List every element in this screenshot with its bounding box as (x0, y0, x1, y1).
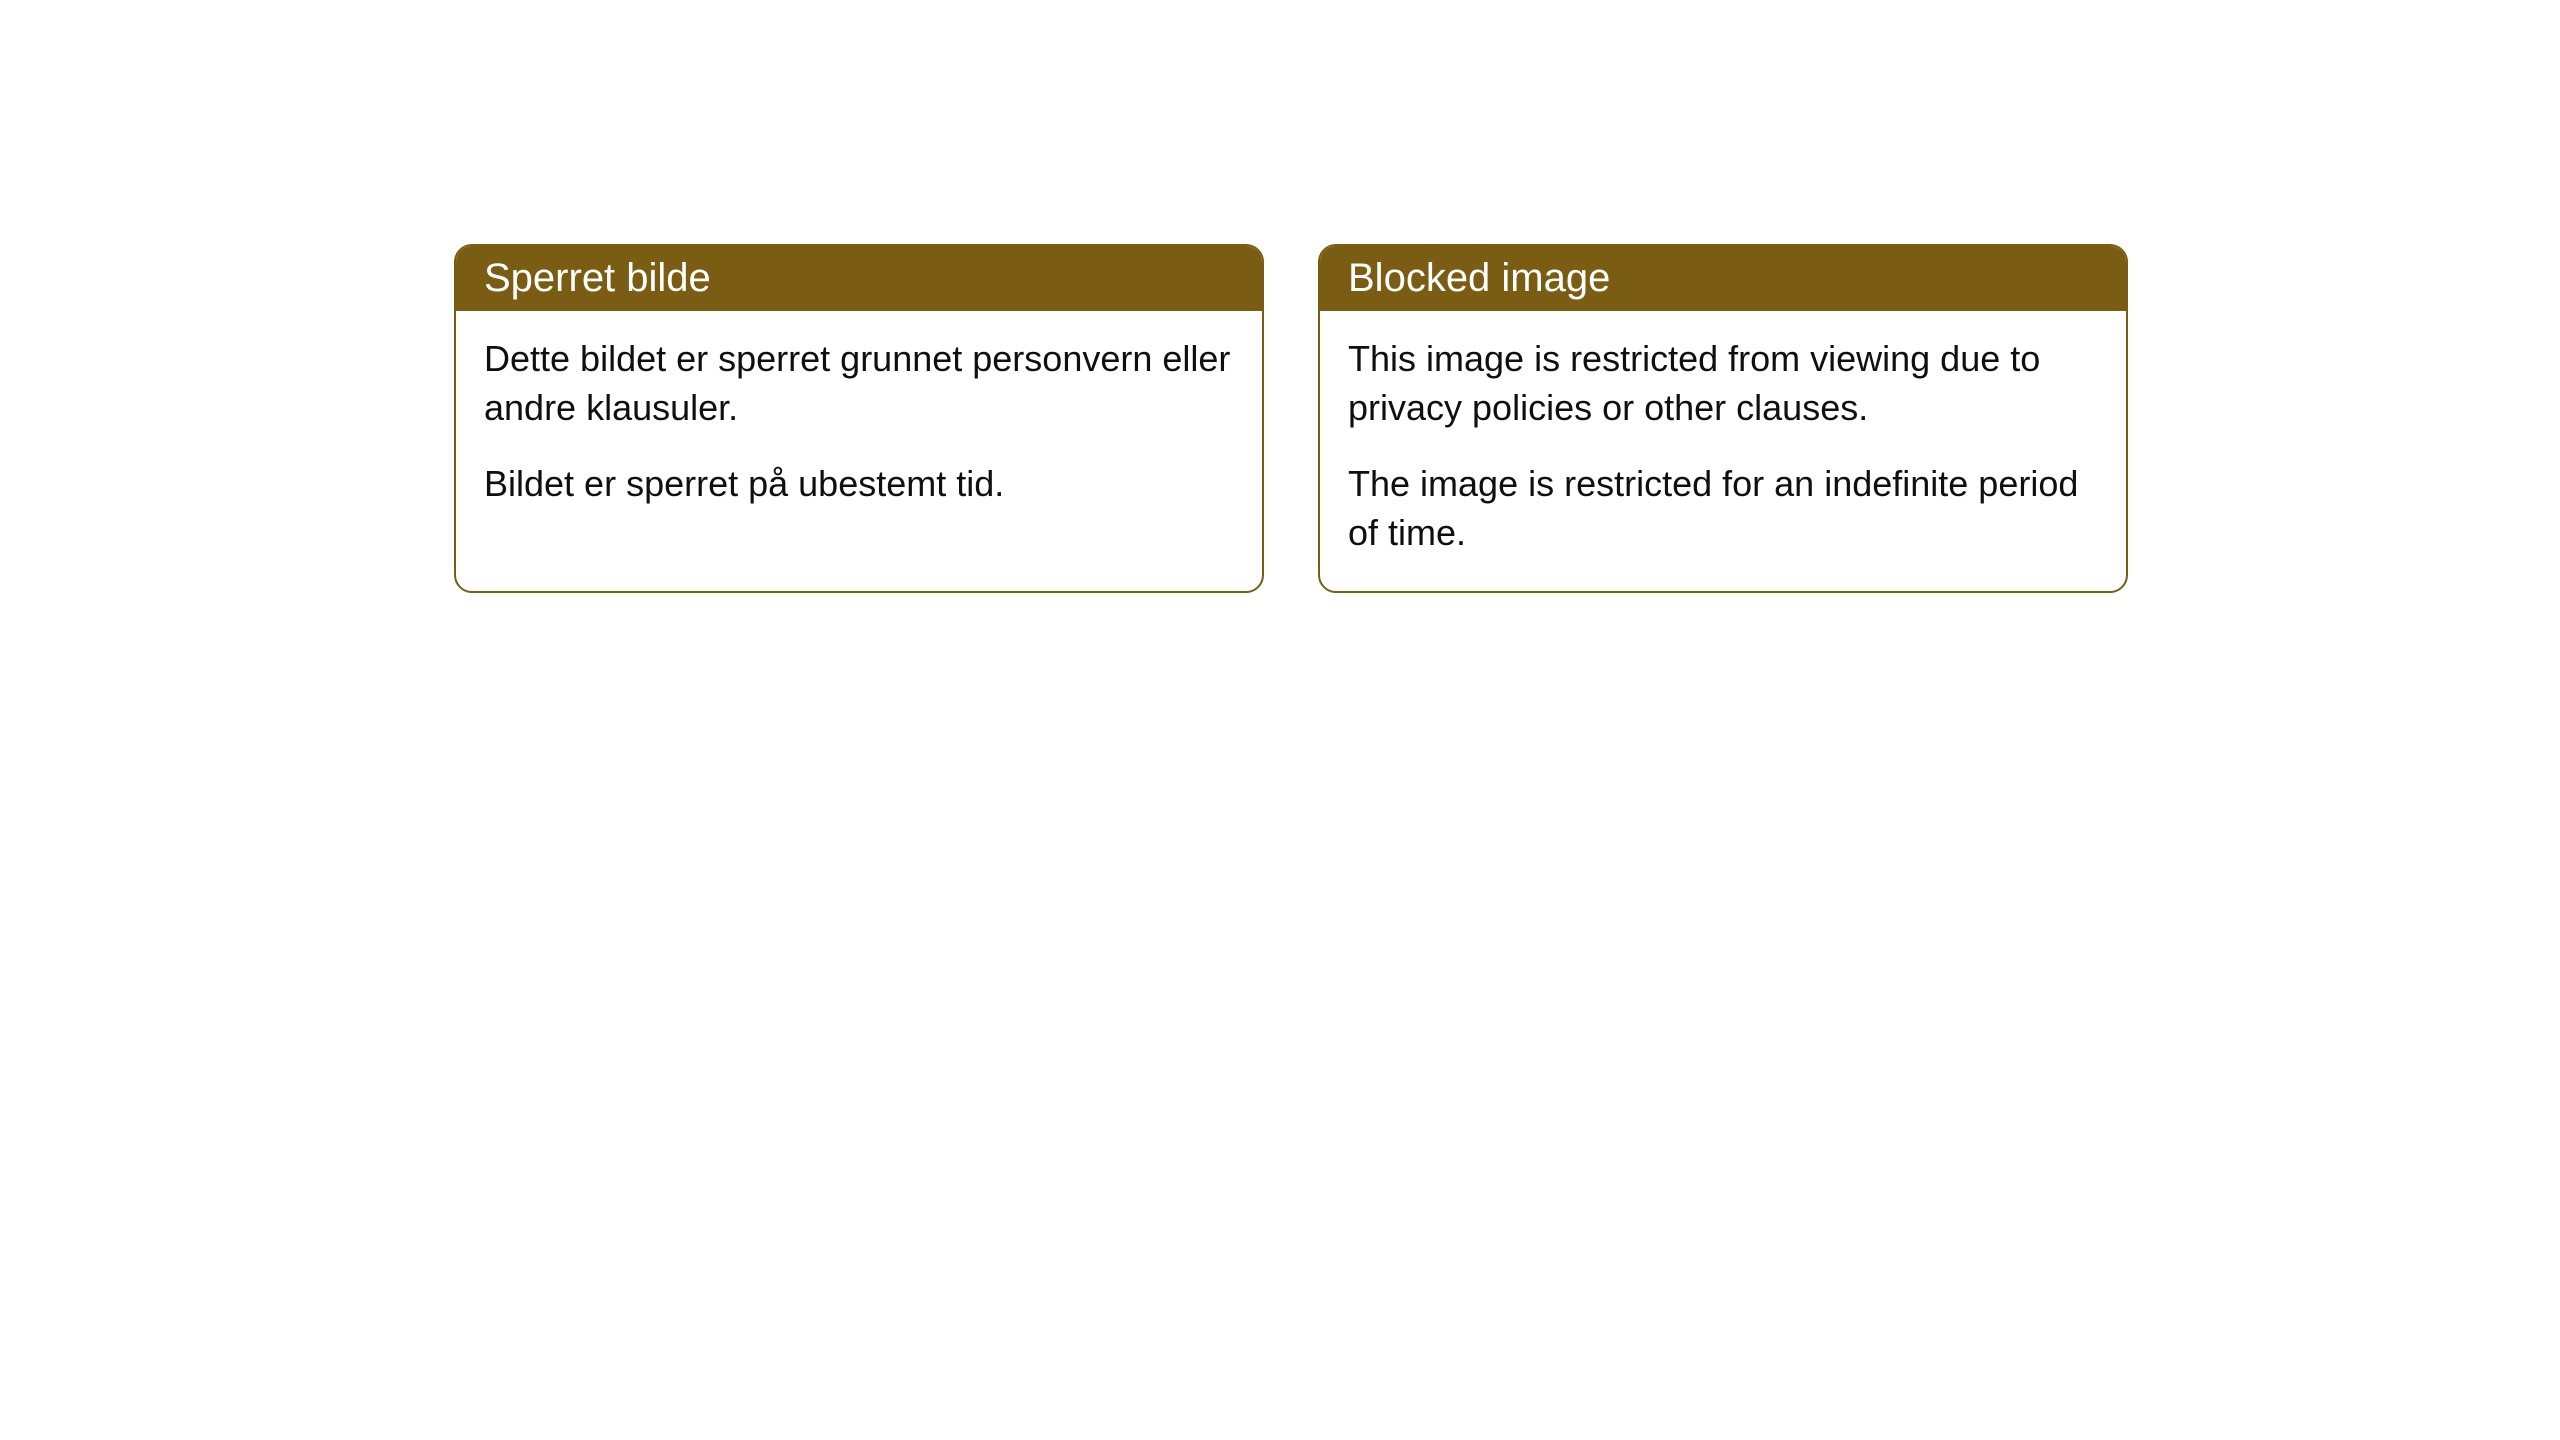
card-paragraph: Bildet er sperret på ubestemt tid. (484, 460, 1234, 509)
notice-card-english: Blocked image This image is restricted f… (1318, 244, 2128, 593)
card-title: Sperret bilde (484, 256, 711, 300)
card-body: Dette bildet er sperret grunnet personve… (456, 311, 1262, 543)
notice-cards-container: Sperret bilde Dette bildet er sperret gr… (454, 244, 2560, 593)
card-header: Blocked image (1320, 246, 2126, 311)
card-title: Blocked image (1348, 256, 1610, 300)
card-header: Sperret bilde (456, 246, 1262, 311)
card-paragraph: Dette bildet er sperret grunnet personve… (484, 335, 1234, 432)
card-paragraph: This image is restricted from viewing du… (1348, 335, 2098, 432)
card-paragraph: The image is restricted for an indefinit… (1348, 460, 2098, 557)
card-body: This image is restricted from viewing du… (1320, 311, 2126, 591)
notice-card-norwegian: Sperret bilde Dette bildet er sperret gr… (454, 244, 1264, 593)
